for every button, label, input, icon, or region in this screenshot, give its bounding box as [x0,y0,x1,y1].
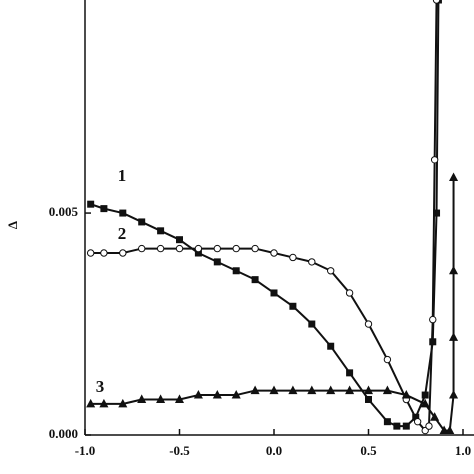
circle-marker [194,244,203,253]
square-marker [365,395,372,403]
square-marker [176,236,183,244]
circle-marker [327,267,335,275]
square-marker [157,227,165,235]
triangle-marker [326,385,336,395]
triangle-marker [449,389,459,399]
y-tick-label: 0.005 [49,204,79,219]
triangle-marker [345,385,355,395]
y-axis-label: Δ [5,221,20,229]
circle-marker [213,244,222,253]
square-marker [393,422,401,430]
y-tick-label: 0.000 [49,426,78,441]
circle-marker [364,320,373,328]
triangle-marker [118,398,128,408]
circle-marker [383,355,392,364]
triangle-marker [174,394,185,403]
circle-marker [156,244,165,253]
square-marker [421,391,429,399]
square-marker [270,289,278,297]
triangle-marker [430,412,440,421]
triangle-marker [401,389,411,399]
square-marker [232,267,240,275]
triangle-marker [269,385,279,395]
circle-marker [345,289,354,297]
triangle-marker [288,385,298,395]
triangle-marker [193,389,203,399]
square-marker [119,209,127,217]
circle-marker [86,249,95,257]
circle-marker [175,244,184,253]
triangle-marker [307,385,317,395]
circle-marker [430,156,439,164]
circle-marker [251,244,259,253]
circle-marker [138,244,146,253]
triangle-marker [212,389,222,399]
x-tick-label: 1.0 [455,443,471,458]
square-marker [138,218,146,226]
triangle-marker [382,385,392,395]
series-annotation: 1 [118,166,127,185]
circle-marker [425,422,433,430]
square-marker [346,369,354,377]
circle-marker [289,253,297,262]
square-marker [87,200,95,208]
series-annotation: 2 [118,224,127,243]
triangle-marker [231,389,241,399]
triangle-marker [86,398,96,408]
square-marker [100,205,108,213]
x-tick-label: 0.0 [266,443,282,458]
circle-marker [270,249,278,257]
circle-marker [100,249,108,257]
square-marker [402,422,410,430]
circle-marker [432,0,441,4]
triangle-marker [250,385,260,395]
square-marker [289,302,297,310]
triangle-marker [449,265,459,275]
x-tick-label: -0.5 [169,443,190,458]
circle-marker [119,249,127,257]
triangle-marker [99,398,109,408]
triangle-marker [449,172,459,182]
circle-marker [232,244,240,253]
plot-area [86,0,459,435]
square-marker [213,258,221,266]
triangle-marker [420,398,430,408]
triangle-marker [449,332,459,341]
square-marker [327,342,335,350]
x-tick-label: -1.0 [75,443,96,458]
triangle-marker [439,425,449,435]
series-line [90,0,438,432]
circle-marker [413,417,422,426]
square-marker [383,418,391,426]
square-marker [308,320,316,328]
triangle-marker [156,394,166,403]
circle-marker [429,315,437,324]
square-marker [251,276,259,284]
series-annotation: 3 [96,377,105,396]
triangle-marker [137,394,147,403]
x-tick-label: 0.5 [360,443,377,458]
triangle-marker [445,425,455,435]
circle-marker [308,258,316,266]
triangle-marker [363,385,374,395]
